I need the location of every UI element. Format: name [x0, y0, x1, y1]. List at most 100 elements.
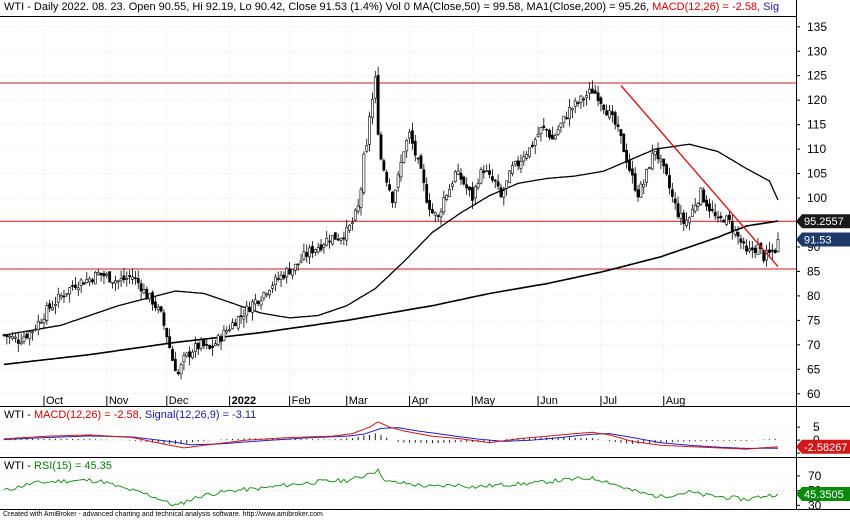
candle-body [382, 160, 386, 171]
candle-body [325, 237, 329, 246]
candle-body [228, 329, 232, 331]
candle-body [191, 351, 194, 359]
candle-body [405, 139, 409, 152]
candle-body [288, 268, 292, 275]
candle-body [245, 305, 249, 316]
candle-body [339, 237, 343, 241]
candle-body [522, 156, 526, 162]
candle-body [2, 334, 6, 336]
candle-body [271, 285, 274, 289]
candle-body [496, 181, 500, 187]
candle-body [408, 131, 411, 139]
candle-body [65, 293, 69, 295]
downtrend-line [620, 85, 779, 268]
candle-body [113, 280, 117, 284]
candle-body [416, 157, 420, 160]
x-tick-label: Aug [666, 395, 686, 407]
candle-body [725, 215, 728, 225]
macd-header-prefix: WTI - [4, 409, 34, 421]
candle-body [565, 117, 569, 120]
candle-body [159, 306, 163, 312]
candle-body [508, 170, 511, 184]
candle-body [54, 303, 57, 306]
candle-body [602, 104, 606, 110]
candle-body [573, 100, 577, 107]
candle-body [590, 88, 594, 94]
x-tick-label: Jul [603, 395, 617, 407]
candle-body [322, 244, 326, 248]
candle-body [122, 275, 126, 281]
candle-body [251, 301, 254, 313]
x-tick-label: Apr [412, 395, 429, 407]
candle-body [236, 316, 240, 329]
rsi-value-badge-text: 45.3505 [804, 489, 844, 501]
candle-body [165, 327, 169, 338]
candle-body [493, 179, 497, 182]
candle-body [676, 203, 680, 217]
candle-body [490, 176, 494, 181]
candle-body [359, 189, 363, 208]
candle-body [728, 214, 731, 220]
candle-body [656, 149, 660, 160]
candle-body [559, 122, 563, 128]
candle-body [411, 130, 414, 144]
candle-body [99, 272, 103, 276]
main-header-sig: Sig [763, 1, 780, 13]
candle-body [428, 200, 431, 210]
candle-body [585, 95, 589, 98]
candle-body [196, 342, 200, 350]
candle-body [279, 274, 283, 280]
candle-body [299, 260, 303, 264]
candle-body [459, 172, 463, 180]
price-tick-label: 125 [807, 69, 827, 83]
candle-body [128, 275, 132, 278]
candle-body [422, 169, 426, 184]
candle-body [736, 232, 740, 237]
candle-body [368, 116, 371, 145]
candle-body [476, 183, 480, 188]
candle-body [753, 247, 757, 253]
candle-body [568, 107, 571, 120]
candle-body [750, 247, 754, 251]
candle-body [253, 299, 257, 305]
candle-body [76, 287, 80, 291]
candle-body [425, 184, 429, 203]
rsi-value-badge [796, 487, 850, 502]
candle-body [722, 219, 726, 223]
candle-body [659, 158, 663, 162]
candle-body [351, 222, 354, 224]
candle-body [31, 331, 34, 334]
candle-body [199, 339, 203, 349]
candle-body [153, 301, 157, 309]
candle-body [119, 278, 123, 282]
candle-body [413, 140, 417, 156]
candle-body [22, 336, 26, 343]
candle-body [562, 115, 566, 123]
rsi-header-prefix: WTI - [4, 460, 34, 472]
candle-body [399, 162, 403, 178]
rsi-line [3, 468, 779, 507]
candle-body [222, 329, 226, 342]
candle-body [202, 339, 206, 347]
candle-body [505, 180, 509, 189]
candle-body [328, 240, 331, 243]
candle-body [536, 134, 540, 138]
candle-body [739, 238, 743, 243]
candle-body [648, 167, 651, 169]
candle-body [593, 90, 597, 94]
candle-body [211, 345, 214, 349]
price-tick-label: 110 [807, 142, 826, 156]
candle-body [716, 216, 720, 219]
candle-body [239, 315, 243, 317]
candle-body [776, 239, 780, 252]
candle-body [630, 168, 634, 176]
rsi-tick-label: 30 [808, 498, 822, 512]
candle-body [259, 300, 263, 306]
candle-body [36, 320, 40, 330]
candle-body [622, 133, 626, 153]
candle-body [79, 279, 83, 286]
candle-body [396, 174, 400, 188]
rsi-tick-label: 70 [808, 469, 822, 483]
x-tick-label: Nov [109, 395, 129, 407]
